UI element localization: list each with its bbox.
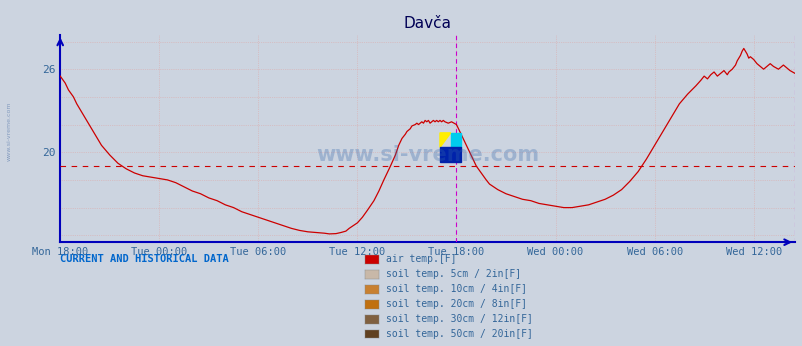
Polygon shape xyxy=(450,133,461,147)
Polygon shape xyxy=(439,147,461,162)
Polygon shape xyxy=(439,133,450,147)
Text: soil temp. 30cm / 12in[F]: soil temp. 30cm / 12in[F] xyxy=(386,314,533,324)
Text: CURRENT AND HISTORICAL DATA: CURRENT AND HISTORICAL DATA xyxy=(60,254,229,264)
Text: soil temp. 50cm / 20in[F]: soil temp. 50cm / 20in[F] xyxy=(386,329,533,339)
Text: air temp.[F]: air temp.[F] xyxy=(386,255,456,264)
Text: soil temp. 20cm / 8in[F]: soil temp. 20cm / 8in[F] xyxy=(386,299,527,309)
Text: www.si-vreme.com: www.si-vreme.com xyxy=(316,145,538,165)
Text: soil temp. 5cm / 2in[F]: soil temp. 5cm / 2in[F] xyxy=(386,270,520,279)
Text: soil temp. 10cm / 4in[F]: soil temp. 10cm / 4in[F] xyxy=(386,284,527,294)
Text: www.si-vreme.com: www.si-vreme.com xyxy=(7,102,12,161)
Title: Davča: Davča xyxy=(403,16,451,31)
